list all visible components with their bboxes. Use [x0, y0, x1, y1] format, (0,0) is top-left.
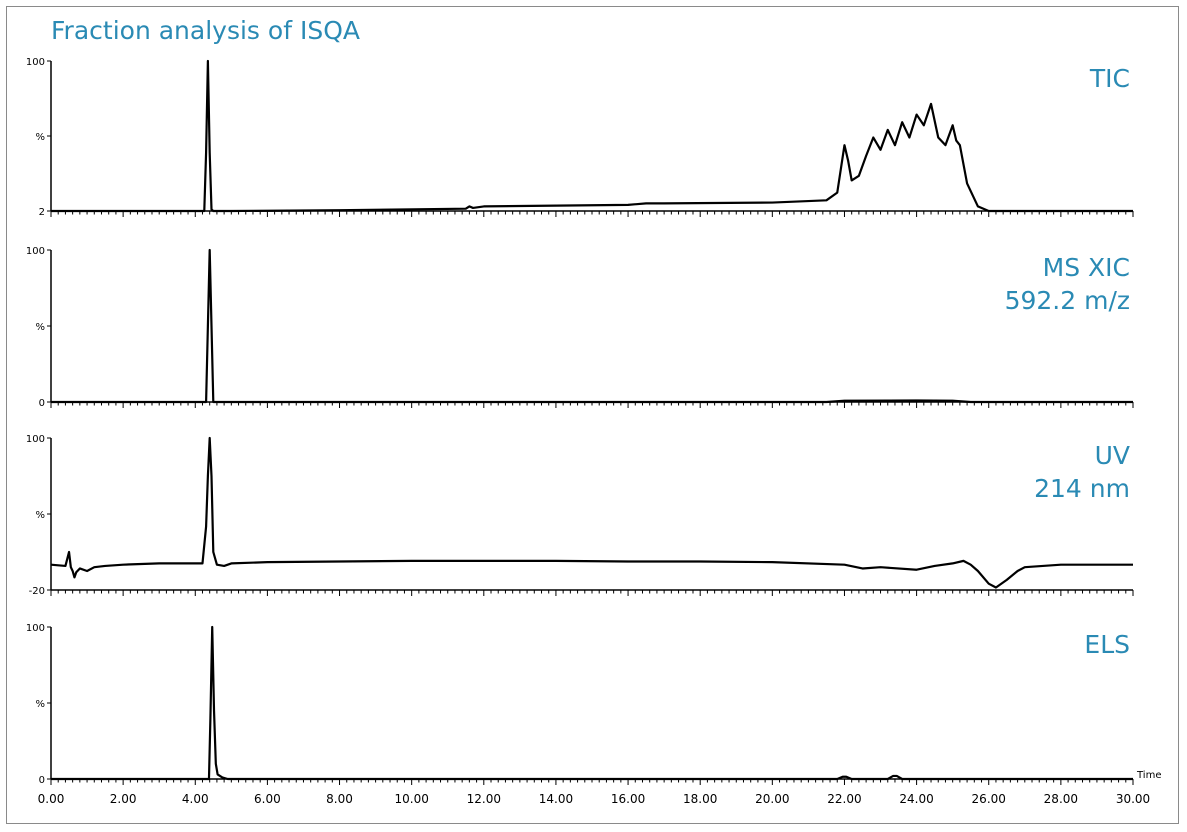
panel-4-label: ELS	[1084, 630, 1130, 659]
x-tick-label: 18.00	[683, 792, 717, 806]
panel-2-trace	[51, 248, 1133, 404]
panel-1-x-ticks	[50, 211, 1134, 217]
x-tick-label: 0.00	[38, 792, 65, 806]
chart-title: Fraction analysis of ISQA	[51, 16, 360, 45]
x-tick-label: 24.00	[899, 792, 933, 806]
panel-2-x-ticks	[50, 402, 1134, 408]
x-tick-label: 8.00	[326, 792, 353, 806]
x-tick-label: 30.00	[1116, 792, 1150, 806]
panel-2-y-tick-label: %	[35, 322, 45, 333]
panel-2-y-tick-label: 100	[26, 246, 45, 257]
panel-2-y-tick-label: 0	[39, 398, 45, 409]
panel-4-trace	[51, 625, 1133, 781]
panel-3-label: UV	[1095, 441, 1130, 470]
x-tick-label: 16.00	[611, 792, 645, 806]
panel-3-x-ticks	[50, 590, 1134, 596]
x-tick-label: 14.00	[539, 792, 573, 806]
panel-4-y-tick-label: %	[35, 699, 45, 710]
panel-2-label: 592.2 m/z	[1005, 286, 1130, 315]
panel-3-trace	[50, 436, 1133, 589]
panel-2-label: MS XIC	[1043, 253, 1130, 282]
panel-1-y-tick-label: 100	[26, 57, 45, 68]
x-tick-label: 6.00	[254, 792, 281, 806]
x-tick-label: 12.00	[467, 792, 501, 806]
x-tick-label: 26.00	[972, 792, 1006, 806]
panel-3-label: 214 nm	[1034, 474, 1130, 503]
x-tick-label: 2.00	[110, 792, 137, 806]
panel-1-y-tick-label: 2	[39, 207, 45, 218]
x-tick-label: 10.00	[394, 792, 428, 806]
panel-3-y-tick-label: -20	[29, 586, 45, 597]
panel-4-y-tick-label: 0	[39, 775, 45, 786]
x-tick-label: 4.00	[182, 792, 209, 806]
panel-4-y-tick-label: 100	[26, 623, 45, 634]
panel-3-y-tick-label: 100	[26, 434, 45, 445]
x-axis-label: Time	[1136, 770, 1161, 781]
panel-1-label: TIC	[1089, 64, 1130, 93]
panel-1-y-tick-label: %	[35, 132, 45, 143]
chart-frame	[6, 6, 1179, 824]
panel-3-y-tick-label: %	[35, 510, 45, 521]
panel-1-trace	[51, 59, 1133, 213]
panel-4-x-ticks	[50, 779, 1134, 785]
x-tick-label: 22.00	[827, 792, 861, 806]
x-tick-label: 28.00	[1044, 792, 1078, 806]
x-tick-label: 20.00	[755, 792, 789, 806]
